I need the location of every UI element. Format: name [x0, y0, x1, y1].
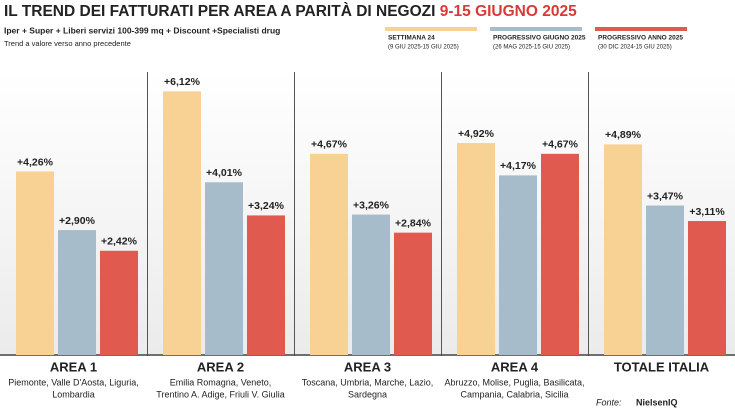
value-label: +2,84%: [395, 217, 432, 229]
value-label: +3,47%: [647, 190, 684, 202]
category-note: Sardegna: [348, 389, 387, 399]
value-label: +4,26%: [17, 156, 54, 168]
category-label: AREA 3: [344, 359, 391, 374]
value-label: +4,17%: [500, 160, 537, 172]
note: Trend a valore verso anno precedente: [4, 39, 131, 48]
bar: [688, 221, 726, 355]
category-note: Emilia Romagna, Veneto,: [170, 377, 272, 387]
bar: [457, 143, 495, 355]
bar: [16, 171, 54, 355]
value-label: +4,67%: [542, 139, 579, 151]
category-note: Piemonte, Valle D'Aosta, Liguria,: [8, 377, 139, 387]
category-note: Toscana, Umbria, Marche, Lazio,: [302, 377, 434, 387]
bar: [499, 175, 537, 355]
legend-swatch: [490, 27, 582, 31]
value-label: +2,42%: [101, 236, 138, 248]
category-label: AREA 2: [197, 359, 244, 374]
category-note: Lombardia: [52, 389, 95, 399]
value-label: +2,90%: [59, 215, 96, 227]
legend-period: (9 GIU 2025-15 GIU 2025): [388, 45, 459, 51]
legend-swatch: [595, 27, 687, 31]
bar: [604, 144, 642, 355]
legend-swatch: [385, 27, 477, 31]
chart-title: IL TREND DEI FATTURATI PER AREA A PARITÀ…: [4, 3, 577, 20]
value-label: +6,12%: [164, 76, 201, 88]
legend-period: (30 DIC 2024-15 GIU 2025): [598, 45, 672, 51]
value-label: +4,01%: [206, 167, 243, 179]
value-label: +3,11%: [689, 206, 725, 218]
value-label: +4,67%: [311, 139, 348, 151]
category-label: AREA 1: [50, 359, 97, 374]
category-label: TOTALE ITALIA: [614, 359, 710, 374]
source-logo: NielsenIQ: [636, 397, 678, 407]
category-note: Campania, Calabria, Sicilia: [460, 389, 568, 399]
category-note: Trentino A. Adige, Friuli V. Giulia: [156, 389, 284, 399]
value-label: +3,24%: [248, 200, 285, 212]
bar: [58, 230, 96, 355]
value-label: +4,89%: [605, 129, 642, 141]
value-label: +4,92%: [458, 128, 495, 140]
bar: [352, 214, 390, 355]
bar: [247, 215, 285, 355]
category-note: Abruzzo, Molise, Puglia, Basilicata,: [444, 377, 584, 387]
source: Fonte:: [596, 397, 622, 407]
subtitle: Iper + Super + Liberi servizi 100-399 mq…: [4, 25, 280, 35]
bar: [163, 91, 201, 355]
legend-label: PROGRESSIVO GIUGNO 2025: [493, 35, 586, 42]
legend-label: SETTIMANA 24: [388, 35, 435, 42]
value-label: +3,26%: [353, 199, 390, 211]
bar: [310, 153, 348, 355]
bar: [646, 205, 684, 355]
legend-label: PROGRESSIVO ANNO 2025: [598, 35, 683, 42]
bar: [394, 232, 432, 355]
bar: [205, 182, 243, 355]
legend-period: (26 MAG 2025-15 GIU 2025): [493, 45, 570, 51]
bar: [541, 153, 579, 355]
bar: [100, 250, 138, 355]
category-label: AREA 4: [491, 359, 539, 374]
